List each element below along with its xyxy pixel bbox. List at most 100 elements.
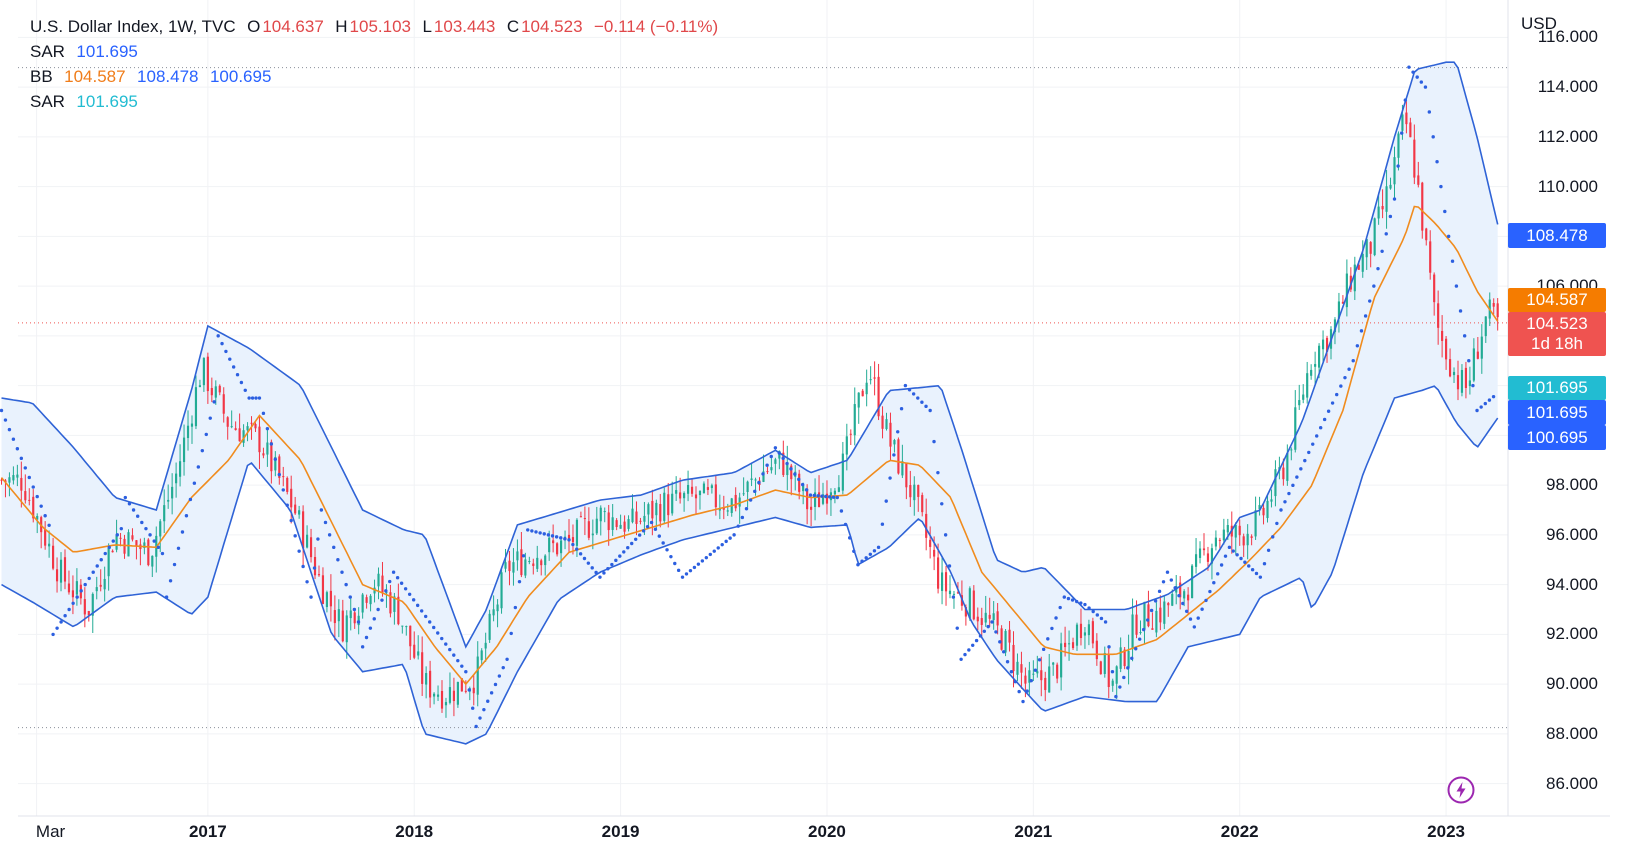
candle-body xyxy=(1409,122,1412,138)
sar-dot xyxy=(15,447,20,451)
sar-dot xyxy=(712,549,716,553)
sar-dot xyxy=(808,493,813,497)
sar-dot xyxy=(380,598,384,602)
sar-dot xyxy=(892,453,896,457)
sar-dot xyxy=(852,549,856,553)
sar-dot xyxy=(955,626,959,630)
sar-dot xyxy=(1173,586,1177,590)
candle-body xyxy=(1472,348,1475,381)
sar-dot xyxy=(606,567,610,571)
sar-dot xyxy=(978,634,983,638)
sar-dot xyxy=(797,477,801,482)
candle-body xyxy=(1222,529,1225,541)
candle-body xyxy=(1079,623,1083,639)
candle-body xyxy=(647,504,650,515)
candle-body xyxy=(242,430,245,443)
candle-body xyxy=(1460,370,1464,393)
legend-row-bb[interactable]: BB 104.587 108.478 100.695 xyxy=(30,64,720,89)
candle-body xyxy=(877,376,880,417)
sar-dot xyxy=(1450,259,1455,263)
candle-body xyxy=(1341,301,1344,304)
sar-dot xyxy=(356,620,361,624)
sar-dot xyxy=(1216,572,1220,576)
candle-body xyxy=(738,497,741,507)
sar-dot xyxy=(144,526,148,531)
candle-body xyxy=(893,440,896,445)
sar-dot xyxy=(1330,401,1335,405)
sar-dot xyxy=(1291,483,1295,488)
close-label: C xyxy=(506,17,520,36)
candle-body xyxy=(1302,394,1305,400)
sar-dot xyxy=(880,522,885,526)
candle-body xyxy=(683,493,686,499)
candle-body xyxy=(456,681,459,705)
candle-body xyxy=(1048,666,1051,693)
legend-row-sar2[interactable]: SAR 101.695 xyxy=(30,89,720,114)
sar-dot xyxy=(501,665,505,670)
sar-dot xyxy=(23,466,28,470)
sar-dot xyxy=(998,640,1002,644)
sar-dot xyxy=(1376,266,1380,271)
sar-dot xyxy=(575,547,579,551)
sar-dot xyxy=(563,537,567,541)
sar1-tag: 101.695 xyxy=(1508,400,1606,425)
candle-body xyxy=(1107,653,1110,688)
sar-dot xyxy=(835,495,839,500)
sar-dot xyxy=(622,550,626,554)
candle-body xyxy=(857,392,860,408)
candle-body xyxy=(1194,554,1198,567)
legend-row-sar1[interactable]: SAR 101.695 xyxy=(30,39,720,64)
sar-dot xyxy=(963,652,967,657)
candle-body xyxy=(897,439,900,474)
candle-body xyxy=(341,610,344,642)
sar-dot xyxy=(1062,595,1067,599)
parabolic-sar-dots xyxy=(0,65,1496,729)
sar-dot xyxy=(534,530,538,534)
sar-dot xyxy=(1380,249,1384,253)
sar-dot xyxy=(1303,458,1307,463)
sar-dot xyxy=(916,396,920,400)
sar-dot xyxy=(704,555,709,560)
candle-body xyxy=(996,611,999,626)
last-price-tag: 104.523 1d 18h xyxy=(1508,312,1606,356)
sar-dot xyxy=(559,536,563,540)
sar-dot xyxy=(456,658,460,663)
sar-dot xyxy=(932,439,936,444)
sar-dot xyxy=(1363,314,1368,318)
candle-body xyxy=(448,687,452,703)
sar-dot xyxy=(1415,75,1419,79)
candle-body xyxy=(726,510,729,512)
sar-dot xyxy=(669,554,673,559)
sar-dot xyxy=(824,494,828,499)
lightning-icon[interactable] xyxy=(1447,776,1475,804)
candle-body xyxy=(1262,507,1265,516)
candle-body xyxy=(810,506,813,510)
candle-body xyxy=(643,515,646,522)
sar-dot xyxy=(820,494,824,498)
candle-body xyxy=(1480,336,1483,359)
candle-body xyxy=(1492,303,1495,307)
candle-body xyxy=(250,422,253,424)
sar-dot xyxy=(176,546,181,550)
sar2-value: 101.695 xyxy=(76,92,138,111)
candle-body xyxy=(734,494,737,509)
candle-body xyxy=(901,461,904,476)
bb-lower-line xyxy=(1,385,1499,745)
candle-body xyxy=(1123,649,1126,667)
candle-body xyxy=(496,604,499,612)
sar-dot xyxy=(164,595,169,599)
candle-body xyxy=(175,473,178,484)
sar-dot xyxy=(888,476,892,480)
candle-body xyxy=(385,592,388,594)
bar-countdown: 1d 18h xyxy=(1531,334,1583,353)
sar-dot xyxy=(761,472,765,476)
sar-dot xyxy=(482,707,486,712)
candle-body xyxy=(770,467,773,471)
price-tick-label: 88.000 xyxy=(1546,723,1598,743)
candle-body xyxy=(218,385,221,393)
symbol-title: U.S. Dollar Index, 1W, TVC xyxy=(30,17,236,36)
candle-body xyxy=(405,626,408,628)
sar-dot xyxy=(630,541,634,546)
legend-row-symbol[interactable]: U.S. Dollar Index, 1W, TVC O 104.637 H 105… xyxy=(30,14,720,39)
